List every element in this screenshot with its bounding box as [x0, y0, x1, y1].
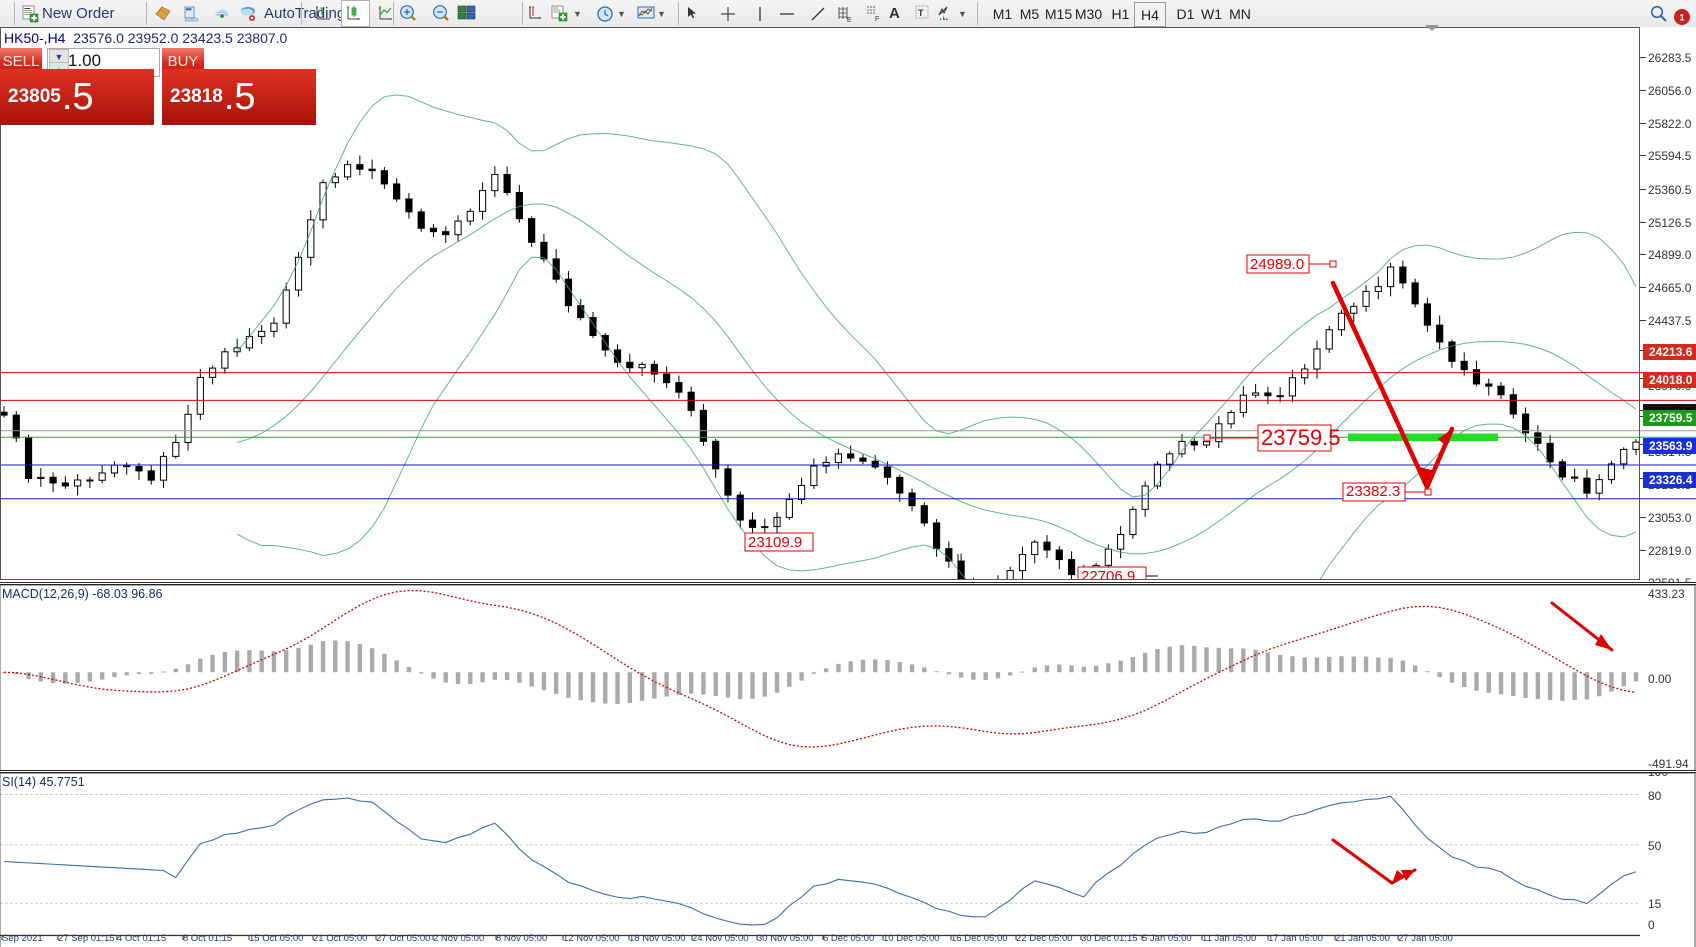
svg-text:T: T [918, 8, 924, 18]
svg-text:1: 1 [1679, 12, 1684, 22]
svg-text:F: F [875, 16, 879, 23]
svg-text:E: E [847, 17, 852, 23]
